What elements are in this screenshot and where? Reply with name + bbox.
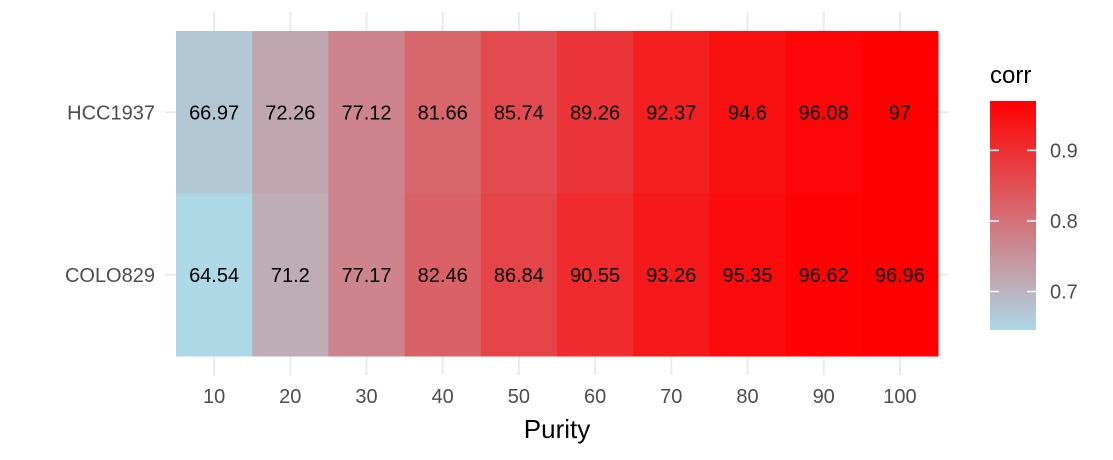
y-axis-ticks: HCC1937 COLO829: [65, 102, 155, 287]
legend-tick-label: 0.9: [1050, 140, 1078, 162]
x-axis-ticks: 10 20 30 40 50 60 70 80 90 100: [203, 386, 917, 408]
legend-tick-label: 0.7: [1050, 281, 1078, 303]
legend-tick-label: 0.8: [1050, 211, 1078, 233]
cell-value-label: 96.96: [875, 265, 925, 287]
cell-value-label: 77.17: [341, 265, 391, 287]
legend-colorbar: [990, 101, 1036, 330]
y-tick-label: HCC1937: [67, 102, 155, 124]
x-axis-title: Purity: [524, 414, 590, 444]
cell-value-label: 96.62: [799, 265, 849, 287]
cell-value-label: 96.08: [799, 102, 849, 124]
x-tick-label: 40: [432, 386, 454, 408]
x-tick-label: 70: [660, 386, 682, 408]
heatmap-cells: [176, 31, 939, 357]
cell-value-label: 77.12: [341, 102, 391, 124]
x-tick-label: 100: [883, 386, 916, 408]
cell-value-label: 64.54: [189, 265, 239, 287]
cell-value-label: 81.66: [418, 102, 468, 124]
y-tick-label: COLO829: [65, 265, 155, 287]
cell-value-label: 72.26: [265, 102, 315, 124]
color-legend: corr 0.7 0.8 0.9: [990, 62, 1078, 330]
legend-title: corr: [990, 62, 1031, 89]
cell-value-label: 89.26: [570, 102, 620, 124]
x-tick-label: 50: [508, 386, 530, 408]
cell-value-label: 71.2: [271, 265, 310, 287]
cell-value-label: 94.6: [728, 102, 767, 124]
cell-value-label: 97: [889, 102, 911, 124]
cell-value-label: 82.46: [418, 265, 468, 287]
cell-value-label: 92.37: [646, 102, 696, 124]
cell-value-label: 66.97: [189, 102, 239, 124]
x-tick-label: 60: [584, 386, 606, 408]
cell-value-label: 86.84: [494, 265, 544, 287]
x-tick-label: 90: [813, 386, 835, 408]
cell-value-label: 93.26: [646, 265, 696, 287]
cell-value-label: 90.55: [570, 265, 620, 287]
cell-value-label: 95.35: [722, 265, 772, 287]
x-tick-label: 10: [203, 386, 225, 408]
x-tick-label: 80: [736, 386, 758, 408]
x-tick-label: 30: [355, 386, 377, 408]
cell-value-label: 85.74: [494, 102, 544, 124]
x-tick-label: 20: [279, 386, 301, 408]
